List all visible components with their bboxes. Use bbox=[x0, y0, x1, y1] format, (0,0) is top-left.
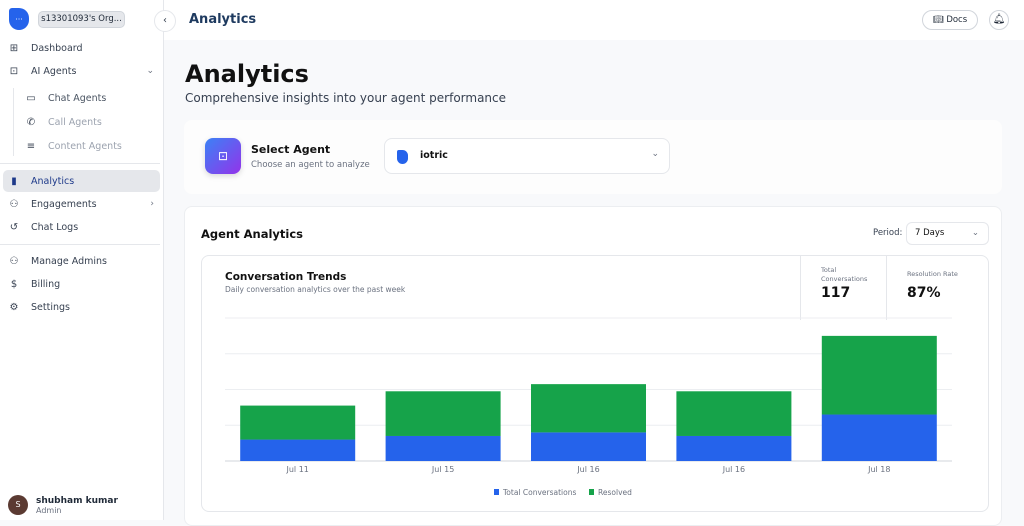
sidebar-item-engagements[interactable]: ⚇ Engagements › bbox=[3, 193, 160, 215]
bar-total bbox=[531, 432, 646, 461]
stat-resolution-rate: Resolution Rate 87% bbox=[886, 256, 989, 320]
trends-title: Conversation Trends bbox=[225, 271, 347, 283]
label: Billing bbox=[31, 278, 61, 290]
sidebar-item-ai-agents[interactable]: ⊡ AI Agents ⌄ bbox=[3, 60, 160, 82]
x-tick-label: Jul 15 bbox=[431, 465, 454, 474]
label: Content Agents bbox=[48, 140, 122, 152]
label: Engagements bbox=[31, 198, 97, 210]
chevron-down-icon: ⌄ bbox=[971, 228, 979, 238]
bar-resolved bbox=[821, 335, 937, 415]
label: Chat Logs bbox=[31, 221, 79, 233]
bot-icon: ⊡ bbox=[205, 138, 241, 174]
agent-logo bbox=[397, 150, 408, 164]
bar-resolved bbox=[676, 391, 792, 436]
agent-dropdown[interactable]: iotric ⌄ bbox=[384, 138, 670, 174]
bell-icon: 🔔︎ bbox=[992, 14, 1006, 25]
stat-value: 117 bbox=[821, 285, 851, 301]
user-profile[interactable]: S shubham kumar Admin bbox=[8, 495, 118, 515]
x-tick-label: Jul 16 bbox=[576, 465, 599, 474]
docs-button[interactable]: 📖︎ Docs bbox=[922, 10, 978, 30]
period-value: 7 Days bbox=[915, 228, 945, 238]
chevron-down-icon: ⌄ bbox=[651, 149, 659, 159]
chat-icon: ▭ bbox=[26, 92, 36, 104]
divider bbox=[0, 163, 160, 164]
select-agent-title: Select Agent bbox=[251, 143, 331, 156]
stat-value: 87% bbox=[907, 285, 941, 301]
sidebar-item-billing[interactable]: $ Billing bbox=[3, 273, 160, 295]
chevron-down-icon: ⌄ bbox=[146, 66, 154, 76]
x-tick-label: Jul 18 bbox=[867, 465, 890, 474]
agent-dropdown-value: iotric bbox=[420, 150, 448, 161]
header-title: Analytics bbox=[189, 12, 257, 27]
label: Analytics bbox=[31, 175, 75, 187]
chevron-left-icon: ‹ bbox=[163, 15, 167, 26]
avatar: S bbox=[8, 495, 28, 515]
period-label: Period: bbox=[873, 228, 903, 238]
legend-swatch bbox=[589, 489, 594, 495]
page-title: Analytics bbox=[185, 60, 309, 88]
chevron-right-icon: › bbox=[150, 199, 154, 209]
book-icon: 📖︎ bbox=[932, 15, 947, 25]
legend-swatch bbox=[494, 489, 499, 495]
stat-total-conversations: Total Conversations 117 bbox=[800, 256, 886, 320]
bar-total bbox=[676, 435, 792, 461]
agent-analytics-card: Agent Analytics Period: 7 Days ⌄ Conversa… bbox=[184, 206, 1002, 526]
bar-resolved bbox=[385, 391, 501, 436]
bar-resolved bbox=[531, 384, 646, 433]
bar-resolved bbox=[240, 405, 356, 440]
agent-analytics-title: Agent Analytics bbox=[201, 227, 304, 241]
stat-label: Total Conversations bbox=[821, 266, 868, 283]
bar-total bbox=[821, 414, 937, 461]
grid-icon: ⊞ bbox=[9, 42, 19, 54]
select-agent-card: ⊡ Select Agent Choose an agent to analyz… bbox=[184, 120, 1002, 194]
x-tick-label: Jul 16 bbox=[722, 465, 745, 474]
bar-total bbox=[240, 439, 356, 461]
collapse-sidebar-button[interactable]: ‹ bbox=[154, 10, 176, 32]
sidebar-item-chat-logs[interactable]: ↺ Chat Logs bbox=[3, 216, 160, 238]
stat-label: Resolution Rate bbox=[907, 270, 958, 278]
sidebar-item-dashboard[interactable]: ⊞ Dashboard bbox=[3, 37, 160, 59]
label: Settings bbox=[31, 301, 70, 313]
sidebar-item-content-agents[interactable]: ≡ Content Agents bbox=[20, 135, 160, 157]
gear-icon: ⚙ bbox=[9, 301, 19, 313]
user-name: shubham kumar bbox=[36, 495, 118, 506]
trends-subtitle: Daily conversation analytics over the pa… bbox=[225, 285, 406, 294]
sidebar-item-chat-agents[interactable]: ▭ Chat Agents bbox=[20, 87, 160, 109]
label: Dashboard bbox=[31, 42, 83, 54]
dollar-icon: $ bbox=[10, 278, 18, 290]
app-logo: ··· bbox=[9, 8, 29, 30]
bot-icon: ⊡ bbox=[9, 65, 19, 77]
submenu-line bbox=[13, 88, 14, 156]
page-subtitle: Comprehensive insights into your agent p… bbox=[185, 91, 507, 105]
legend-label: Total Conversations bbox=[502, 488, 576, 497]
bar-total bbox=[385, 435, 501, 461]
divider bbox=[0, 244, 160, 245]
user-role: Admin bbox=[36, 505, 62, 515]
org-switcher[interactable]: s13301093's Org... bbox=[38, 11, 125, 28]
notifications-button[interactable]: 🔔︎ bbox=[989, 10, 1009, 30]
history-icon: ↺ bbox=[9, 221, 19, 233]
users-icon: ⚇ bbox=[9, 198, 19, 210]
top-bar: Analytics 📖︎ Docs 🔔︎ bbox=[164, 0, 1024, 40]
bar-chart-icon: ▮ bbox=[11, 175, 17, 187]
label: Chat Agents bbox=[48, 92, 107, 104]
sidebar: ··· s13301093's Org... ⊞ Dashboard ⊡ AI Ag… bbox=[0, 0, 164, 520]
label: AI Agents bbox=[31, 65, 77, 77]
legend-label: Resolved bbox=[598, 488, 632, 497]
users-icon: ⚇ bbox=[9, 255, 19, 267]
sidebar-item-settings[interactable]: ⚙ Settings bbox=[3, 296, 160, 318]
phone-icon: ✆ bbox=[26, 116, 36, 128]
x-tick-label: Jul 11 bbox=[286, 465, 309, 474]
sidebar-item-call-agents[interactable]: ✆ Call Agents bbox=[20, 111, 160, 133]
label: Manage Admins bbox=[31, 255, 107, 267]
lines-icon: ≡ bbox=[26, 140, 36, 152]
sidebar-item-manage-admins[interactable]: ⚇ Manage Admins bbox=[3, 250, 160, 272]
select-agent-subtitle: Choose an agent to analyze bbox=[251, 160, 370, 170]
label: Call Agents bbox=[48, 116, 102, 128]
period-select[interactable]: 7 Days ⌄ bbox=[906, 222, 989, 245]
docs-label: Docs bbox=[946, 15, 968, 25]
sidebar-item-analytics[interactable]: ▮ Analytics bbox=[3, 170, 160, 192]
